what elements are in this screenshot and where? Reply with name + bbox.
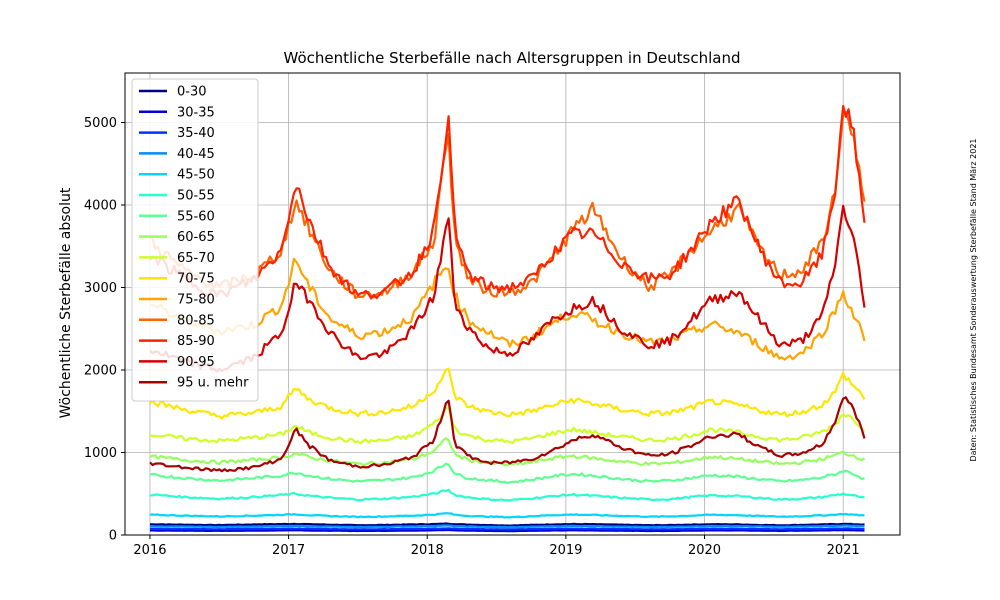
legend-label: 50-55 [177, 189, 215, 204]
legend-label: 90-95 [177, 355, 215, 370]
legend: 0-30 30-35 35-40 40-45 45-50 50-55 55-60 60-65 6… [131, 78, 259, 402]
series-line-8 [149, 406, 866, 445]
legend-label: 80-85 [177, 313, 215, 328]
x-tick-label: 2017 [272, 543, 305, 558]
legend-label: 55-60 [177, 209, 215, 224]
chart-title: Wöchentliche Sterbefälle nach Altersgrup… [284, 49, 741, 67]
series-line-1 [150, 528, 865, 533]
legend-label: 85-90 [177, 334, 215, 349]
legend-label: 65-70 [177, 251, 215, 266]
legend-label: 70-75 [177, 272, 215, 287]
series-line-3 [149, 524, 865, 529]
legend-label: 40-45 [177, 147, 215, 162]
legend-label: 95 u. mehr [177, 376, 249, 391]
x-axis: 2016 2017 2018 2019 2020 2021 [133, 535, 860, 558]
legend-label: 0-30 [177, 85, 207, 100]
series-line-10 [149, 257, 866, 361]
y-tick-label: 2000 [84, 364, 117, 379]
legend-label: 75-80 [177, 293, 215, 308]
source-note: Daten: Statistisches Bundesamt Sonderaus… [969, 138, 978, 461]
legend-label: 35-40 [177, 126, 215, 141]
legend-label: 30-35 [177, 105, 215, 120]
series-line-5 [149, 488, 865, 502]
series-line-12 [149, 104, 866, 300]
plot-frame [124, 72, 901, 536]
y-axis-label: Wöchentliche Sterbefälle absolut [58, 187, 74, 418]
legend-label: 45-50 [177, 168, 215, 183]
series-line-6 [149, 462, 865, 485]
x-tick-label: 2021 [827, 543, 860, 558]
y-tick-label: 1000 [84, 446, 117, 461]
y-axis: 0 1000 2000 3000 4000 5000 [84, 116, 125, 544]
series-line-4 [149, 512, 865, 519]
y-tick-label: 4000 [84, 199, 117, 214]
series-line-0 [150, 522, 865, 527]
x-tick-label: 2019 [549, 543, 582, 558]
x-tick-label: 2016 [133, 543, 166, 558]
series-line-7 [149, 437, 866, 467]
series-line-14 [149, 396, 866, 473]
series-line-13 [149, 204, 866, 373]
x-tick-label: 2018 [411, 543, 444, 558]
series-line-9 [149, 367, 866, 420]
y-tick-label: 3000 [84, 281, 117, 296]
x-tick-label: 2020 [688, 543, 721, 558]
y-tick-label: 0 [109, 529, 117, 544]
y-tick-label: 5000 [84, 116, 117, 131]
series-line-2 [149, 527, 865, 531]
legend-label: 60-65 [177, 230, 215, 245]
series-lines [149, 104, 866, 533]
